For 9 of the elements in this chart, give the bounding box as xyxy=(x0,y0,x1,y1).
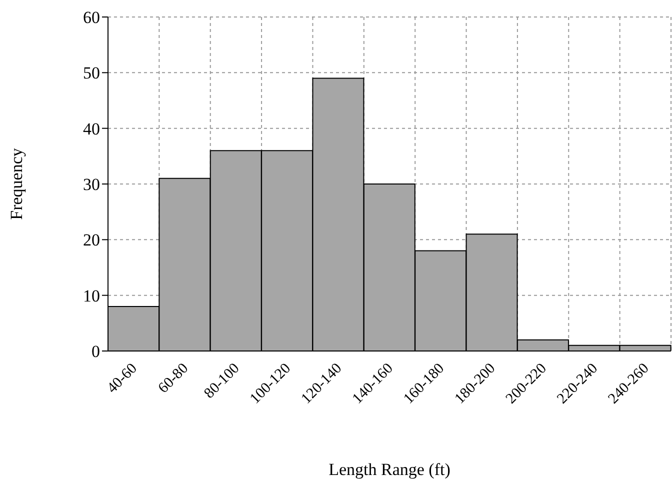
y-tick-label: 20 xyxy=(83,230,100,250)
y-tick-label: 40 xyxy=(83,119,100,138)
y-tick-label: 60 xyxy=(83,8,100,28)
y-axis-title: Frequency xyxy=(7,148,26,220)
y-tick-label: 50 xyxy=(83,64,100,83)
y-tick-label: 30 xyxy=(83,175,100,194)
x-axis-title: Length Range (ft) xyxy=(328,460,450,479)
y-tick-label: 0 xyxy=(92,342,100,362)
y-tick-label: 10 xyxy=(83,286,100,306)
